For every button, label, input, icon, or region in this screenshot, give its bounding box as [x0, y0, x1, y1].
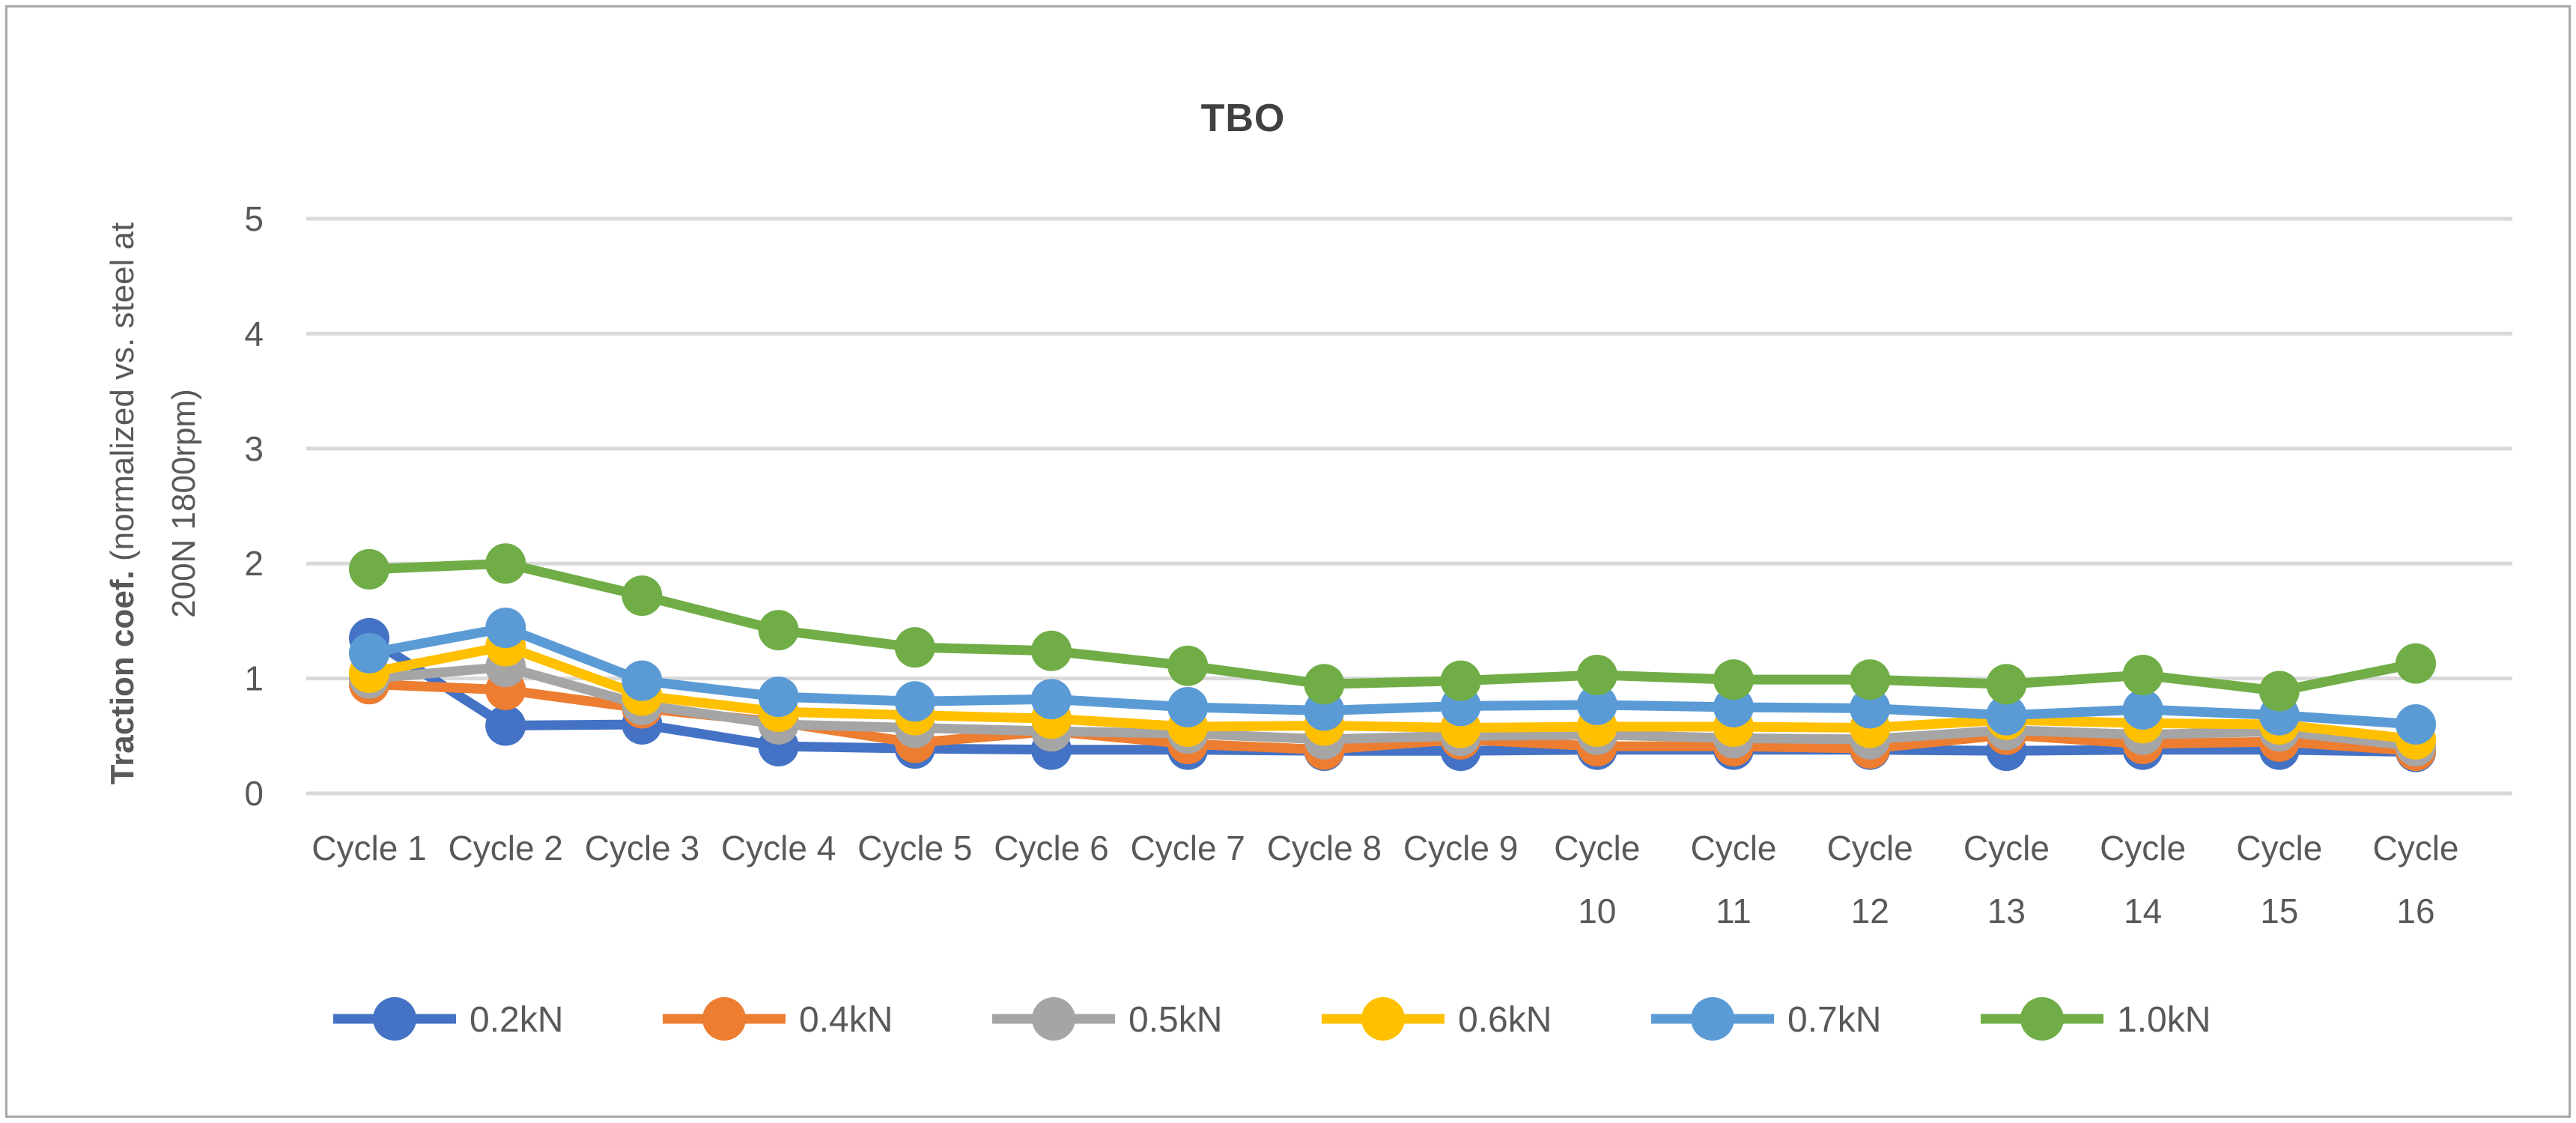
- series-1.0kN[interactable]: [349, 543, 2436, 712]
- x-label-6: Cycle 6: [994, 829, 1108, 868]
- legend-label-0.5kN: 0.5kN: [1128, 1000, 1222, 1040]
- x-label-16-line1: Cycle: [2372, 829, 2458, 868]
- x-label-4: Cycle 4: [721, 829, 836, 868]
- x-label-14-line2: 14: [2124, 892, 2162, 930]
- legend-label-0.2kN: 0.2kN: [470, 1000, 563, 1040]
- marker-0.7kN-cycle-7: [1167, 686, 1209, 727]
- y-axis-title-line2: 200N 1800rpm): [165, 389, 202, 618]
- y-axis-title-line1: Traction coef. (normalized vs. steel at: [104, 222, 141, 785]
- x-label-8: Cycle 8: [1267, 829, 1382, 868]
- x-label-15-line1: Cycle: [2236, 829, 2322, 868]
- legend-marker-0.5kN: [1032, 997, 1075, 1041]
- legend-marker-0.2kN: [373, 997, 416, 1041]
- x-label-13-line1: Cycle: [1963, 829, 2050, 868]
- marker-1.0kN-cycle-3: [622, 575, 663, 617]
- x-label-12-line2: 12: [1851, 892, 1889, 930]
- series-line-0.7kN: [364, 623, 2421, 730]
- x-label-14-line1: Cycle: [2100, 829, 2186, 868]
- x-label-16-line2: 16: [2396, 892, 2434, 930]
- marker-0.7kN-cycle-12: [1850, 688, 1891, 729]
- x-label-2: Cycle 2: [449, 829, 563, 868]
- marker-1.0kN-cycle-4: [758, 610, 799, 651]
- legend-item-0.7kN[interactable]: 0.7kN: [1651, 997, 1881, 1041]
- series-line-1.0kN: [364, 558, 2421, 696]
- legend-item-0.5kN[interactable]: 0.5kN: [992, 997, 1222, 1041]
- marker-0.7kN-cycle-3: [622, 660, 663, 701]
- marker-0.7kN-cycle-14: [2122, 689, 2163, 730]
- legend-label-1.0kN: 1.0kN: [2117, 1000, 2211, 1040]
- legend-label-0.6kN: 0.6kN: [1458, 1000, 1552, 1040]
- y-axis-title: Traction coef. (normalized vs. steel at …: [92, 223, 215, 785]
- series-0.7kN[interactable]: [349, 608, 2436, 745]
- x-label-11-line1: Cycle: [1690, 829, 1776, 868]
- marker-1.0kN-cycle-11: [1713, 659, 1754, 700]
- marker-1.0kN-cycle-9: [1440, 660, 1481, 701]
- marker-0.7kN-cycle-2: [485, 608, 526, 649]
- x-label-3: Cycle 3: [585, 829, 699, 868]
- marker-1.0kN-cycle-2: [485, 543, 526, 584]
- marker-1.0kN-cycle-5: [894, 627, 935, 668]
- marker-1.0kN-cycle-8: [1304, 664, 1345, 705]
- marker-0.7kN-cycle-5: [894, 681, 935, 722]
- x-label-13-line2: 13: [1987, 892, 2026, 930]
- marker-0.7kN-cycle-10: [1576, 684, 1617, 725]
- series-line-0.2kN: [364, 633, 2421, 757]
- y-tick-label-0: 0: [244, 774, 264, 813]
- marker-1.0kN-cycle-1: [349, 548, 389, 590]
- x-label-10-line2: 10: [1578, 892, 1616, 930]
- legend-item-0.4kN[interactable]: 0.4kN: [663, 997, 893, 1041]
- marker-1.0kN-cycle-13: [1986, 664, 2027, 705]
- x-label-12-line1: Cycle: [1827, 829, 1913, 868]
- legend-item-0.6kN[interactable]: 0.6kN: [1322, 997, 1552, 1041]
- chart-title: TBO: [1200, 97, 1286, 140]
- y-tick-label-3: 3: [244, 429, 264, 468]
- legend-label-0.4kN: 0.4kN: [799, 1000, 893, 1040]
- y-tick-label-1: 1: [244, 659, 264, 698]
- legend-marker-0.4kN: [702, 997, 746, 1041]
- x-label-1: Cycle 1: [312, 829, 426, 868]
- marker-1.0kN-cycle-15: [2258, 671, 2300, 712]
- x-label-10-line1: Cycle: [1554, 829, 1640, 868]
- marker-0.7kN-cycle-16: [2396, 703, 2436, 745]
- x-label-11-line2: 11: [1716, 892, 1752, 930]
- legend-item-1.0kN[interactable]: 1.0kN: [1981, 997, 2211, 1041]
- legend-marker-0.7kN: [1691, 997, 1734, 1041]
- series-line-0.5kN: [364, 662, 2421, 751]
- marker-0.7kN-cycle-4: [758, 676, 799, 718]
- legend-label-0.7kN: 0.7kN: [1787, 1000, 1881, 1040]
- y-tick-label-4: 4: [244, 314, 264, 353]
- legend-marker-1.0kN: [2020, 997, 2064, 1041]
- legend-item-0.2kN[interactable]: 0.2kN: [333, 997, 563, 1041]
- marker-0.7kN-cycle-6: [1031, 679, 1072, 720]
- marker-0.2kN-cycle-2: [485, 705, 526, 746]
- marker-1.0kN-cycle-7: [1167, 645, 1209, 686]
- x-label-7: Cycle 7: [1131, 829, 1245, 868]
- x-axis-category-labels: Cycle 1 Cycle 2 Cycle 3 Cycle 4 Cycle 5 Cycle…: [312, 829, 2458, 930]
- y-tick-label-5: 5: [244, 199, 264, 238]
- marker-1.0kN-cycle-16: [2396, 643, 2436, 684]
- marker-0.7kN-cycle-1: [349, 632, 389, 674]
- y-axis-tick-labels: 0 1 2 3 4 5: [244, 199, 264, 813]
- marker-1.0kN-cycle-14: [2122, 654, 2163, 695]
- chart-legend: 0.2kN 0.4kN 0.5kN 0.6kN 0.7kN 1.0kN: [333, 997, 2211, 1041]
- y-tick-label-2: 2: [244, 544, 264, 583]
- x-label-9: Cycle 9: [1403, 829, 1518, 868]
- series-line-0.6kN: [364, 641, 2421, 745]
- marker-1.0kN-cycle-12: [1850, 659, 1891, 700]
- marker-0.7kN-cycle-13: [1986, 694, 2027, 736]
- x-label-5: Cycle 5: [857, 829, 972, 868]
- legend-marker-0.6kN: [1361, 997, 1405, 1041]
- marker-1.0kN-cycle-6: [1031, 630, 1072, 671]
- marker-1.0kN-cycle-10: [1576, 654, 1617, 695]
- x-label-15-line2: 15: [2260, 892, 2298, 930]
